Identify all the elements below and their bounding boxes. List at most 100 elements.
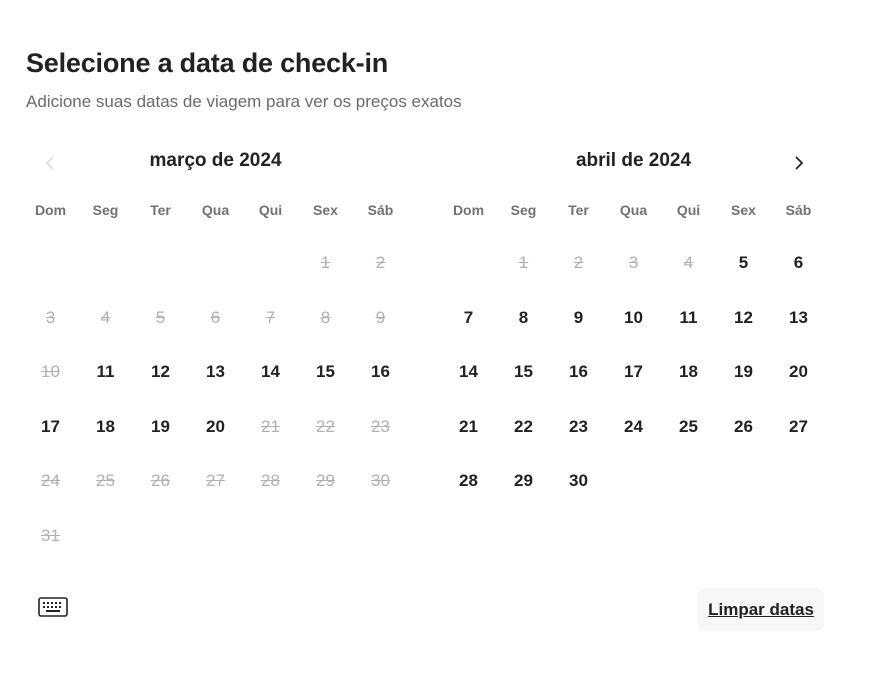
day-cell[interactable]: 29 <box>514 471 533 491</box>
day-cell[interactable]: 24 <box>624 416 643 436</box>
page-title: Selecione a data de check-in <box>26 48 389 78</box>
day-cell-disabled: 26 <box>151 471 170 491</box>
month-march: março de 2024 Dom Seg Ter Qua Qui Sex Sá… <box>23 148 408 563</box>
month-title: março de 2024 <box>149 150 282 171</box>
keyboard-icon <box>38 597 68 617</box>
day-cell-disabled: 29 <box>316 471 335 491</box>
day-cell[interactable]: 22 <box>514 416 533 436</box>
day-cell-disabled: 9 <box>375 307 386 327</box>
day-cell[interactable]: 25 <box>679 416 698 436</box>
day-cell[interactable]: 18 <box>679 362 698 382</box>
weekday-label: Sáb <box>785 202 812 218</box>
day-cell-disabled: 1 <box>320 253 331 273</box>
day-cell[interactable]: 13 <box>789 307 808 327</box>
day-cell-disabled: 4 <box>100 307 111 327</box>
weekday-label: Qua <box>201 202 230 218</box>
day-cell[interactable]: 11 <box>679 307 698 327</box>
day-cell[interactable]: 19 <box>151 416 170 436</box>
weekday-label: Seg <box>92 202 119 218</box>
day-cell-disabled: 28 <box>261 471 280 491</box>
day-cell[interactable]: 16 <box>371 362 390 382</box>
chevron-right-icon <box>795 156 803 170</box>
day-cell[interactable]: 12 <box>734 307 753 327</box>
month-april: abril de 2024 Dom Seg Ter Qua Qui Sex Sá… <box>441 148 826 509</box>
day-cell[interactable]: 17 <box>41 416 60 436</box>
day-cell-disabled: 23 <box>371 416 390 436</box>
month-header: março de 2024 <box>23 148 408 176</box>
page-subtitle: Adicione suas datas de viagem para ver o… <box>26 92 462 111</box>
month-header: abril de 2024 <box>441 148 826 176</box>
day-cell[interactable]: 28 <box>459 471 478 491</box>
day-cell-disabled: 7 <box>265 307 276 327</box>
weekday-label: Seg <box>510 202 537 218</box>
chevron-left-icon <box>46 156 54 170</box>
day-cell-disabled: 27 <box>206 471 225 491</box>
weekday-label: Ter <box>150 202 171 218</box>
weekday-row: Dom Seg Ter Qua Qui Sex Sáb <box>441 202 826 222</box>
day-cell-disabled: 22 <box>316 416 335 436</box>
day-grid: 1 2 3 4 5 6 7 8 9 10 11 12 13 14 15 16 17 18 19 20 21 22 23 24 2… <box>441 236 826 509</box>
weekday-label: Qui <box>676 202 701 218</box>
weekday-label: Sex <box>313 202 338 218</box>
day-cell[interactable]: 30 <box>569 471 588 491</box>
day-cell[interactable]: 15 <box>514 362 533 382</box>
weekday-label: Dom <box>452 202 485 218</box>
day-cell-disabled: 3 <box>628 253 639 273</box>
day-cell[interactable]: 20 <box>206 416 225 436</box>
day-cell-empty <box>243 236 298 291</box>
day-cell[interactable]: 11 <box>96 362 115 382</box>
day-cell[interactable]: 7 <box>463 307 474 327</box>
day-cell[interactable]: 12 <box>151 362 170 382</box>
day-cell-disabled: 6 <box>210 307 221 327</box>
day-cell-disabled: 10 <box>41 362 60 382</box>
day-grid: 1 2 3 4 5 6 7 8 9 10 11 12 13 14 15 16 17 18 19 20 21 22 23 24 2… <box>23 236 408 563</box>
day-cell[interactable]: 8 <box>518 307 529 327</box>
day-cell-disabled: 24 <box>41 471 60 491</box>
weekday-row: Dom Seg Ter Qua Qui Sex Sáb <box>23 202 408 222</box>
day-cell-disabled: 2 <box>375 253 386 273</box>
day-cell-disabled: 21 <box>261 416 280 436</box>
prev-month-button[interactable] <box>35 148 65 178</box>
day-cell[interactable]: 13 <box>206 362 225 382</box>
day-cell[interactable]: 21 <box>459 416 478 436</box>
day-cell[interactable]: 17 <box>624 362 643 382</box>
day-cell[interactable]: 20 <box>789 362 808 382</box>
day-cell-disabled: 31 <box>41 525 60 545</box>
month-title: abril de 2024 <box>575 150 692 171</box>
day-cell-disabled: 3 <box>45 307 56 327</box>
day-cell-empty <box>188 236 243 291</box>
day-cell[interactable]: 14 <box>459 362 478 382</box>
day-cell-empty <box>78 236 133 291</box>
day-cell[interactable]: 16 <box>569 362 588 382</box>
weekday-label: Ter <box>568 202 589 218</box>
day-cell[interactable]: 6 <box>793 253 804 273</box>
day-cell[interactable]: 18 <box>96 416 115 436</box>
day-cell-disabled: 30 <box>371 471 390 491</box>
day-cell[interactable]: 10 <box>624 307 643 327</box>
day-cell-disabled: 8 <box>320 307 331 327</box>
day-cell[interactable]: 27 <box>789 416 808 436</box>
keyboard-shortcuts-button[interactable] <box>37 594 69 620</box>
day-cell[interactable]: 14 <box>261 362 280 382</box>
clear-dates-button[interactable]: Limpar datas <box>698 588 824 631</box>
day-cell[interactable]: 23 <box>569 416 588 436</box>
weekday-label: Sex <box>731 202 756 218</box>
day-cell-disabled: 25 <box>96 471 115 491</box>
weekday-label: Qua <box>619 202 648 218</box>
day-cell-disabled: 5 <box>155 307 166 327</box>
day-cell-disabled: 4 <box>683 253 694 273</box>
day-cell[interactable]: 15 <box>316 362 335 382</box>
day-cell[interactable]: 19 <box>734 362 753 382</box>
day-cell-empty <box>133 236 188 291</box>
weekday-label: Qui <box>258 202 283 218</box>
day-cell[interactable]: 5 <box>738 253 749 273</box>
day-cell-disabled: 2 <box>573 253 584 273</box>
day-cell[interactable]: 26 <box>734 416 753 436</box>
day-cell-empty <box>23 236 78 291</box>
day-cell-disabled: 1 <box>518 253 529 273</box>
weekday-label: Sáb <box>367 202 394 218</box>
day-cell-empty <box>441 236 496 291</box>
next-month-button[interactable] <box>784 148 814 178</box>
weekday-label: Dom <box>34 202 67 218</box>
day-cell[interactable]: 9 <box>573 307 584 327</box>
